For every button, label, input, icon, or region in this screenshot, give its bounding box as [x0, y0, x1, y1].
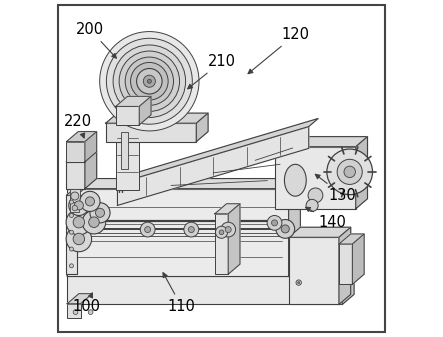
- Circle shape: [267, 215, 282, 230]
- Bar: [70, 189, 80, 202]
- Ellipse shape: [284, 164, 306, 196]
- Circle shape: [125, 57, 174, 105]
- Polygon shape: [117, 119, 318, 184]
- Bar: [215, 214, 228, 274]
- Text: 110: 110: [163, 273, 196, 314]
- Circle shape: [188, 226, 194, 233]
- Text: 130: 130: [315, 174, 357, 203]
- Polygon shape: [117, 127, 309, 206]
- Circle shape: [71, 192, 79, 200]
- Circle shape: [66, 226, 92, 252]
- Bar: [116, 123, 139, 190]
- Circle shape: [136, 68, 162, 94]
- Bar: [66, 195, 77, 274]
- Polygon shape: [275, 136, 368, 147]
- Circle shape: [106, 38, 192, 124]
- Bar: [289, 237, 339, 304]
- Text: 120: 120: [248, 27, 310, 74]
- Polygon shape: [67, 266, 354, 276]
- Circle shape: [85, 197, 94, 206]
- Text: 210: 210: [188, 54, 236, 89]
- Polygon shape: [356, 136, 368, 209]
- Circle shape: [276, 219, 295, 238]
- Circle shape: [131, 62, 168, 100]
- Circle shape: [113, 45, 186, 118]
- Bar: [339, 244, 352, 284]
- Circle shape: [298, 282, 300, 284]
- Polygon shape: [106, 113, 208, 123]
- Circle shape: [70, 230, 74, 234]
- Circle shape: [337, 159, 362, 184]
- Text: 200: 200: [75, 22, 117, 58]
- Circle shape: [89, 217, 99, 227]
- Circle shape: [143, 75, 155, 87]
- Circle shape: [72, 206, 78, 211]
- Circle shape: [73, 310, 78, 314]
- Polygon shape: [66, 185, 88, 195]
- Bar: [67, 276, 342, 304]
- Text: 140: 140: [306, 207, 347, 230]
- Circle shape: [327, 149, 373, 195]
- Circle shape: [90, 203, 110, 223]
- Text: 220: 220: [64, 114, 92, 138]
- Polygon shape: [67, 179, 300, 189]
- Polygon shape: [215, 204, 240, 214]
- Polygon shape: [339, 227, 351, 304]
- Bar: [116, 106, 139, 125]
- Circle shape: [73, 233, 85, 245]
- Circle shape: [184, 222, 198, 237]
- Circle shape: [215, 226, 228, 238]
- Circle shape: [145, 226, 151, 233]
- Circle shape: [219, 230, 224, 235]
- Circle shape: [140, 222, 155, 237]
- Bar: [70, 202, 79, 212]
- Polygon shape: [289, 227, 351, 237]
- Circle shape: [70, 264, 74, 268]
- Circle shape: [70, 213, 74, 217]
- Circle shape: [66, 209, 92, 235]
- Text: 100: 100: [72, 293, 100, 314]
- Bar: [67, 189, 289, 276]
- Circle shape: [306, 200, 318, 211]
- Circle shape: [70, 200, 74, 204]
- Polygon shape: [342, 266, 354, 304]
- Circle shape: [96, 208, 105, 217]
- Bar: [67, 304, 81, 318]
- Polygon shape: [116, 113, 151, 123]
- Circle shape: [344, 166, 355, 178]
- Circle shape: [70, 247, 74, 251]
- Polygon shape: [228, 204, 240, 274]
- Circle shape: [119, 51, 179, 112]
- Circle shape: [88, 310, 93, 314]
- Polygon shape: [139, 96, 151, 125]
- Circle shape: [225, 226, 231, 233]
- Bar: [66, 142, 85, 162]
- Circle shape: [221, 222, 236, 237]
- Bar: [106, 123, 196, 142]
- Polygon shape: [339, 234, 364, 244]
- Circle shape: [148, 79, 152, 83]
- Polygon shape: [116, 96, 151, 106]
- Polygon shape: [85, 131, 97, 162]
- Polygon shape: [352, 234, 364, 284]
- Circle shape: [100, 32, 199, 131]
- Polygon shape: [66, 131, 97, 142]
- Circle shape: [74, 201, 83, 210]
- Circle shape: [272, 220, 278, 226]
- Bar: [121, 131, 128, 168]
- Bar: [66, 162, 85, 189]
- Polygon shape: [196, 113, 208, 142]
- Circle shape: [73, 216, 85, 228]
- Polygon shape: [66, 152, 97, 162]
- Circle shape: [82, 210, 106, 234]
- Circle shape: [80, 191, 100, 211]
- Polygon shape: [85, 152, 97, 189]
- Polygon shape: [67, 294, 92, 304]
- Circle shape: [281, 225, 289, 233]
- Circle shape: [308, 188, 323, 203]
- Circle shape: [296, 280, 301, 285]
- Circle shape: [69, 195, 89, 215]
- Polygon shape: [289, 179, 300, 276]
- Bar: [275, 147, 356, 209]
